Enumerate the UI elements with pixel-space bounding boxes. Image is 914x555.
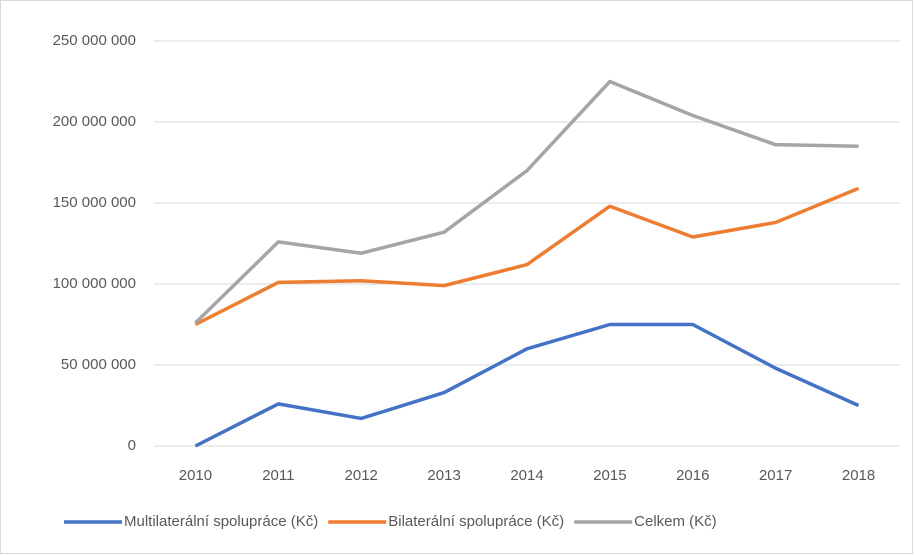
y-tick-label: 50 000 000	[61, 356, 136, 373]
x-tick-label: 2017	[759, 467, 792, 484]
y-tick-label: 100 000 000	[53, 275, 136, 292]
legend-label: Bilaterální spolupráce (Kč)	[388, 513, 564, 530]
x-tick-label: 2016	[676, 467, 709, 484]
series-line	[194, 322, 860, 448]
x-tick-label: 2013	[427, 467, 460, 484]
y-tick-label: 250 000 000	[53, 32, 136, 49]
x-tick-label: 2011	[262, 467, 294, 484]
y-tick-label: 150 000 000	[53, 194, 136, 211]
y-tick-label: 200 000 000	[53, 113, 136, 130]
x-tick-label: 2012	[345, 467, 378, 484]
y-tick-label: 0	[128, 437, 136, 454]
x-tick-label: 2010	[179, 467, 212, 484]
series-line	[194, 79, 859, 325]
x-tick-label: 2015	[593, 467, 626, 484]
series-line	[194, 186, 860, 327]
legend-label: Celkem (Kč)	[634, 513, 717, 530]
x-tick-label: 2018	[842, 467, 875, 484]
x-tick-label: 2014	[510, 467, 543, 484]
legend-label: Multilaterální spolupráce (Kč)	[124, 513, 318, 530]
